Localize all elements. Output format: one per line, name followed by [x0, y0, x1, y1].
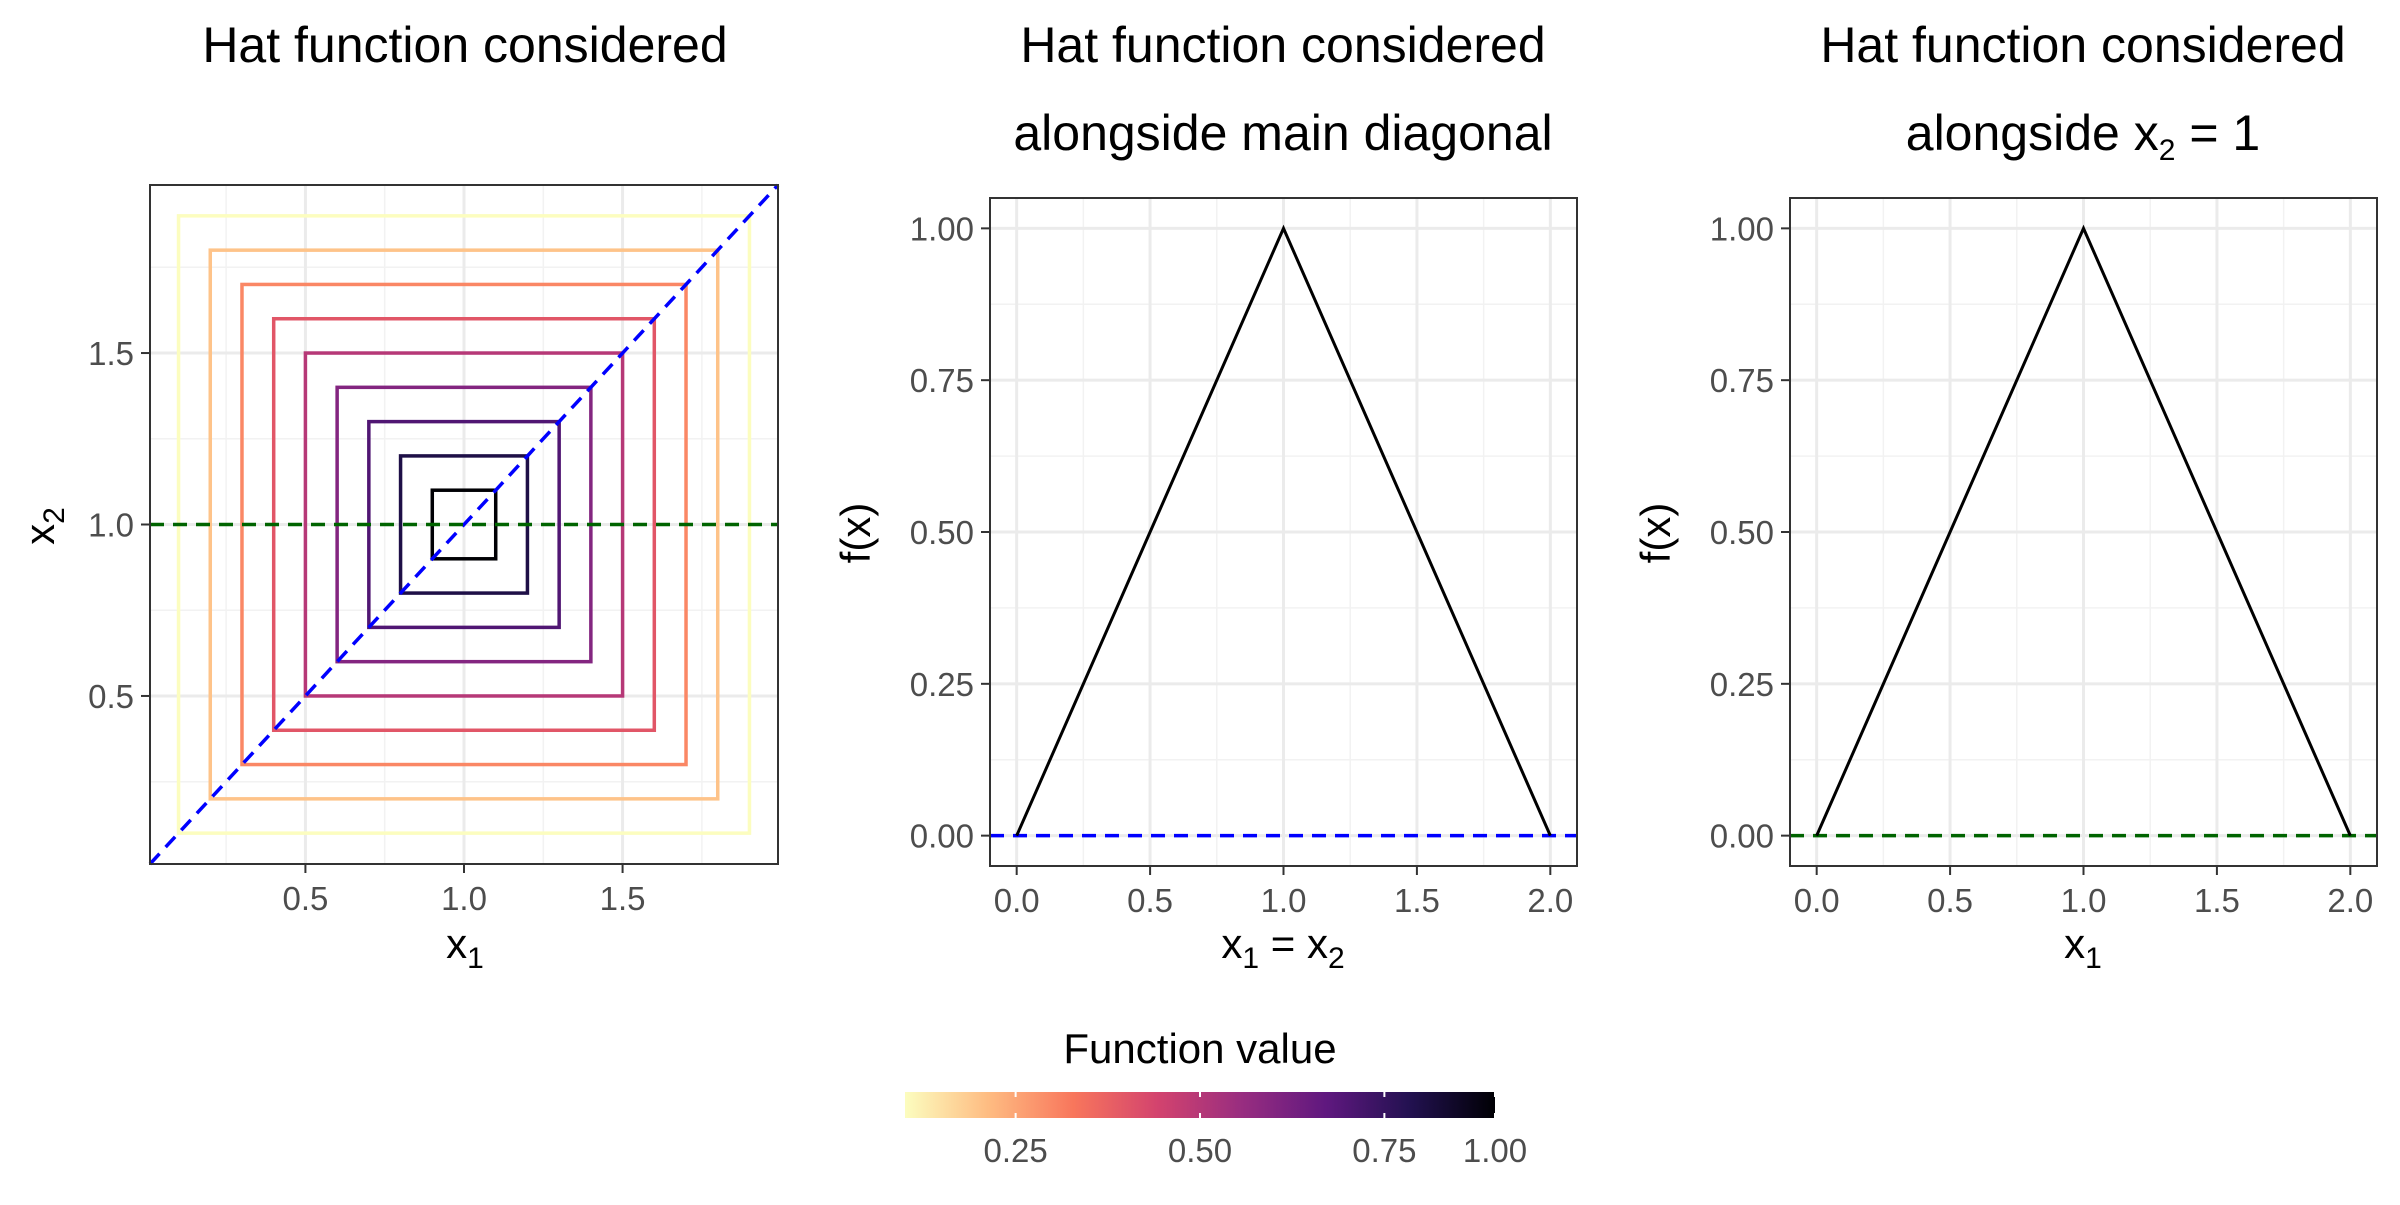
y-tick-label: 1.00 — [910, 210, 974, 247]
y-tick-label: 0.25 — [910, 666, 974, 703]
panel3-ticks: 0.0 0.5 1.0 1.5 2.0 0.00 0.25 0.50 0.75 1.00 — [1710, 210, 2373, 919]
x-tick-label: 1.0 — [2061, 882, 2107, 919]
y-tick-label: 0.00 — [1710, 818, 1774, 855]
panel1-ticks: 0.5 1.0 1.5 0.5 1.0 1.5 — [88, 335, 645, 917]
y-tick-label: 0.75 — [910, 362, 974, 399]
panel3-x-axis-label: x1 — [2064, 920, 2102, 975]
panel-contour: Hat function considered 0.5 1.0 1.5 0.5 1.0 1… — [16, 17, 780, 975]
panel-diagonal: Hat function considered alongside main d… — [832, 17, 1578, 975]
y-tick-label: 0.50 — [910, 514, 974, 551]
x-tick-label: 1.5 — [2194, 882, 2240, 919]
panel2-subtitle: alongside main diagonal — [1013, 105, 1552, 161]
panel2-x-axis-label: x1 = x2 — [1221, 920, 1344, 975]
panel2-y-axis-label: f(x) — [832, 503, 879, 564]
reference-line-diagonal — [148, 183, 780, 866]
panel2-title: Hat function considered — [1020, 17, 1545, 73]
panel3-subtitle: alongside x2 = 1 — [1906, 105, 2260, 167]
panel1-reference-lines — [148, 183, 780, 866]
contour-level-0.2 — [208, 248, 720, 801]
colorbar-tick-label: 1.00 — [1463, 1132, 1527, 1169]
y-tick-label: 0.00 — [910, 818, 974, 855]
panel2-hat-line — [1015, 224, 1552, 837]
x-tick-label: 0.5 — [1927, 882, 1973, 919]
x-tick-label: 2.0 — [1527, 882, 1573, 919]
y-tick-label: 0.50 — [1710, 514, 1774, 551]
panel3-gridlines — [1790, 198, 2377, 866]
panel2-gridlines — [990, 198, 1577, 866]
y-tick-label: 0.25 — [1710, 666, 1774, 703]
x-tick-label: 0.5 — [1127, 882, 1173, 919]
x-tick-label: 1.5 — [600, 880, 646, 917]
y-tick-label: 0.75 — [1710, 362, 1774, 399]
colorbar-tick-label: 0.25 — [984, 1132, 1048, 1169]
legend-ticks: 0.25 0.50 0.75 1.00 — [984, 1092, 1527, 1169]
panel3-y-axis-label: f(x) — [1632, 503, 1679, 564]
x-tick-label: 0.0 — [994, 882, 1040, 919]
x-tick-label: 1.5 — [1394, 882, 1440, 919]
panel2-ticks: 0.0 0.5 1.0 1.5 2.0 0.00 0.25 0.50 0.75 1.00 — [910, 210, 1573, 919]
x-tick-label: 2.0 — [2327, 882, 2373, 919]
legend: Function value 0.25 0.50 0.75 1.00 — [905, 1025, 1527, 1169]
y-tick-label: 1.00 — [1710, 210, 1774, 247]
panel1-x-axis-label: x1 — [446, 920, 484, 975]
y-tick-label: 0.5 — [88, 678, 134, 715]
panel1-title: Hat function considered — [202, 17, 727, 73]
legend-title: Function value — [1063, 1025, 1336, 1072]
panel3-hat-line — [1815, 224, 2352, 837]
x-tick-label: 0.0 — [1794, 882, 1840, 919]
x-tick-label: 0.5 — [282, 880, 328, 917]
panel-x2-equals-1: Hat function considered alongside x2 = 1… — [1632, 17, 2378, 975]
x-tick-label: 1.0 — [441, 880, 487, 917]
panel3-title: Hat function considered — [1820, 17, 2345, 73]
colorbar-tick-label: 0.75 — [1352, 1132, 1416, 1169]
y-tick-label: 1.5 — [88, 335, 134, 372]
x-tick-label: 1.0 — [1261, 882, 1307, 919]
panel1-y-axis-label: x2 — [16, 507, 71, 545]
colorbar-tick-label: 0.50 — [1168, 1132, 1232, 1169]
y-tick-label: 1.0 — [88, 507, 134, 544]
